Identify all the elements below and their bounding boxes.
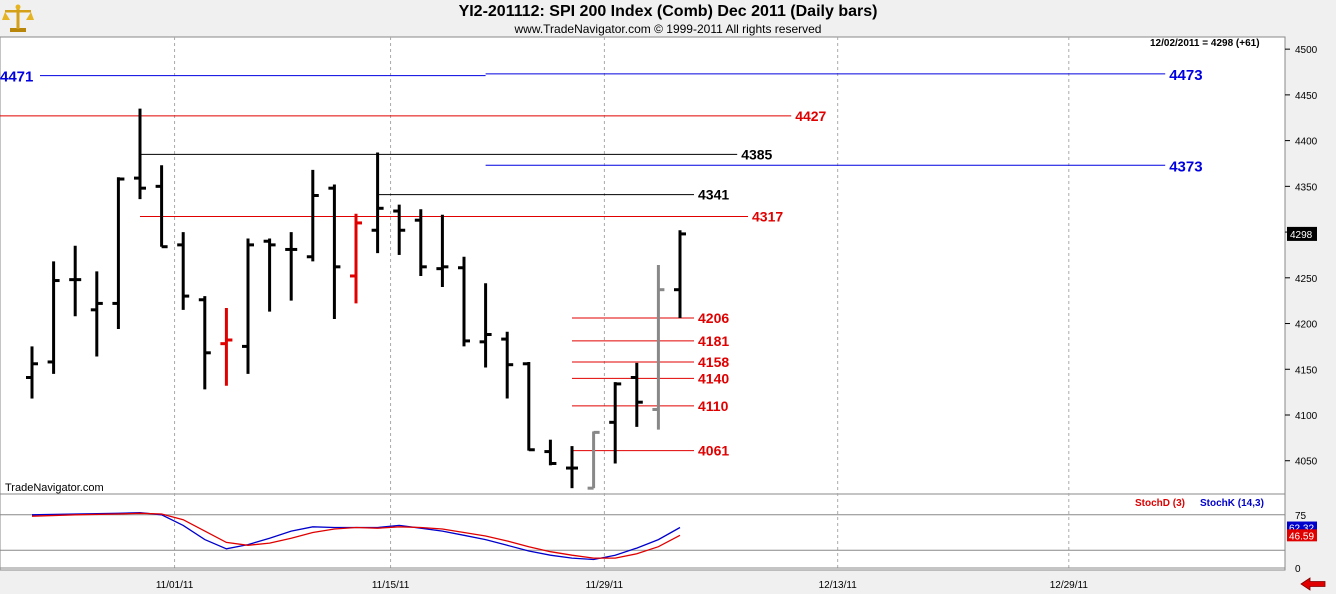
ohlc-bar (544, 439, 557, 466)
ohlc-bar (371, 152, 384, 254)
level-label: 4385 (741, 146, 772, 162)
price-tick-label: 4100 (1295, 411, 1318, 422)
ohlc-bar (26, 346, 38, 399)
level-label: 4206 (698, 310, 729, 326)
ohlc-bar (90, 271, 103, 357)
watermark-text: TradeNavigator.com (5, 482, 104, 494)
level-label: 4373 (1169, 158, 1202, 175)
level-label: 4158 (698, 354, 729, 370)
ohlc-bar (566, 446, 578, 489)
date-axis: 11/01/11 11/15/11 11/29/11 12/13/11 12/29/11 (156, 580, 1088, 591)
ohlc-bar (198, 296, 211, 390)
level-label: 4473 (1169, 67, 1202, 84)
last-value-readout: 12/02/2011 = 4298 (+61) (1150, 38, 1260, 49)
price-panel-background (0, 36, 1286, 495)
level-label: 4061 (698, 443, 729, 459)
stochk-line (31, 511, 681, 561)
oscillator-tick-label: 0 (1295, 564, 1301, 575)
ohlc-bar (134, 108, 146, 200)
price-tick-label: 4450 (1295, 91, 1318, 102)
ohlc-bar (177, 232, 190, 310)
legend-stochd: StochD (3) (1135, 498, 1185, 509)
date-tick-label: 12/29/11 (1050, 580, 1089, 591)
ohlc-bar (155, 165, 168, 249)
ohlc-bar (69, 245, 82, 317)
price-tick-label: 4500 (1295, 45, 1318, 56)
legend-stochk: StochK (14,3) (1200, 498, 1264, 509)
scroll-left-arrow-icon[interactable] (1298, 576, 1328, 592)
level-label: 4341 (698, 187, 729, 203)
ohlc-bar (609, 382, 622, 464)
ohlc-bar (630, 362, 643, 427)
level-label: 4317 (752, 209, 783, 225)
price-bars (26, 108, 686, 490)
ohlc-bar (436, 214, 449, 287)
ohlc-bar (674, 230, 686, 319)
price-axis: 4050410041504200425043004350440044504500… (1285, 45, 1318, 468)
ohlc-bar (263, 238, 276, 312)
ohlc-bar (242, 238, 254, 374)
ohlc-bar (285, 232, 298, 301)
date-tick-label: 12/13/11 (819, 580, 858, 591)
ohlc-bar (501, 331, 514, 399)
date-tick-label: 11/01/11 (156, 580, 194, 591)
ohlc-bar (328, 184, 341, 319)
ohlc-bar (112, 177, 125, 330)
stochd-line (31, 512, 681, 559)
ohlc-bar (652, 265, 665, 430)
ohlc-bar (393, 204, 406, 255)
copyright-text: www.TradeNavigator.com © 1999-2011 All r… (514, 22, 822, 36)
ohlc-bar (220, 307, 233, 386)
level-label: 4140 (698, 370, 729, 386)
price-tick-label: 4050 (1295, 457, 1318, 468)
stochd-value-marker (1287, 529, 1317, 542)
oscillator-panel-background (0, 493, 1286, 571)
level-label: 4110 (698, 398, 729, 414)
ohlc-bar (306, 169, 319, 262)
price-tick-label: 4200 (1295, 320, 1318, 331)
gold-scales-logo-icon (2, 4, 34, 32)
stochd-value-label: 46.59 (1289, 531, 1314, 542)
last-price-label: 4298 (1290, 230, 1313, 241)
price-tick-label: 4150 (1295, 365, 1318, 376)
chart-title: YI2-201112: SPI 200 Index (Comb) Dec 201… (458, 3, 878, 20)
last-price-marker (1287, 226, 1317, 241)
oscillator-tick-label: 75 (1295, 511, 1307, 522)
ohlc-bar (479, 283, 492, 368)
level-label: 4471 (0, 69, 33, 86)
stochk-value-label: 62.32 (1289, 524, 1314, 535)
ohlc-bar (587, 430, 600, 490)
ohlc-bar (350, 213, 362, 304)
level-label: 4181 (698, 333, 729, 349)
ohlc-bar (414, 209, 427, 276)
price-tick-label: 4350 (1295, 182, 1318, 193)
ohlc-bar (458, 256, 470, 347)
date-tick-label: 11/15/11 (372, 580, 410, 591)
ohlc-bar (47, 261, 60, 374)
date-tick-label: 11/29/11 (586, 580, 624, 591)
level-lines: 4471 4473 4427 4385 4373 4341 4317 4206 4181 4158… (0, 67, 1203, 459)
gridlines (174, 37, 1070, 570)
ohlc-bar (522, 361, 535, 452)
price-tick-label: 4250 (1295, 274, 1318, 285)
level-label: 4427 (795, 108, 826, 124)
price-tick-label: 4400 (1295, 137, 1318, 148)
